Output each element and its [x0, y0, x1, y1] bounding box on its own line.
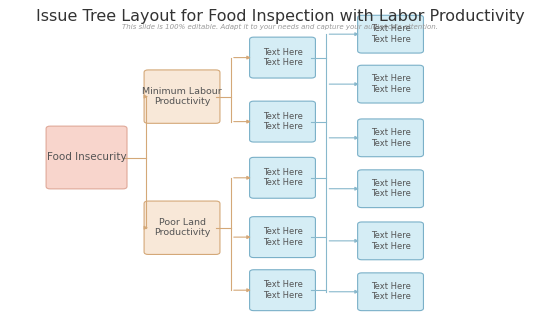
Text: Poor Land
Productivity: Poor Land Productivity [154, 218, 210, 238]
Text: Text Here
Text Here: Text Here Text Here [371, 231, 410, 250]
Text: Food Insecurity: Food Insecurity [46, 152, 127, 163]
FancyBboxPatch shape [358, 65, 423, 103]
Text: Text Here
Text Here: Text Here Text Here [371, 179, 410, 198]
Text: Text Here
Text Here: Text Here Text Here [371, 25, 410, 44]
Text: This slide is 100% editable. Adapt it to your needs and capture your audience's : This slide is 100% editable. Adapt it to… [122, 24, 438, 30]
FancyBboxPatch shape [358, 273, 423, 311]
FancyBboxPatch shape [46, 126, 127, 189]
Text: Text Here
Text Here: Text Here Text Here [263, 168, 302, 187]
FancyBboxPatch shape [358, 170, 423, 208]
Text: Minimum Labour
Productivity: Minimum Labour Productivity [142, 87, 222, 106]
FancyBboxPatch shape [144, 70, 220, 123]
Text: Text Here
Text Here: Text Here Text Here [371, 74, 410, 94]
Text: Text Here
Text Here: Text Here Text Here [263, 227, 302, 247]
FancyBboxPatch shape [358, 119, 423, 157]
FancyBboxPatch shape [358, 222, 423, 260]
FancyBboxPatch shape [250, 101, 315, 142]
FancyBboxPatch shape [144, 201, 220, 255]
Text: Text Here
Text Here: Text Here Text Here [263, 48, 302, 67]
Text: Text Here
Text Here: Text Here Text Here [371, 282, 410, 301]
FancyBboxPatch shape [358, 15, 423, 53]
FancyBboxPatch shape [250, 217, 315, 258]
Text: Text Here
Text Here: Text Here Text Here [263, 280, 302, 300]
FancyBboxPatch shape [250, 37, 315, 78]
Text: Text Here
Text Here: Text Here Text Here [371, 128, 410, 147]
FancyBboxPatch shape [250, 158, 315, 198]
Text: Text Here
Text Here: Text Here Text Here [263, 112, 302, 131]
FancyBboxPatch shape [250, 270, 315, 311]
Text: Issue Tree Layout for Food Inspection with Labor Productivity: Issue Tree Layout for Food Inspection wi… [36, 9, 524, 24]
